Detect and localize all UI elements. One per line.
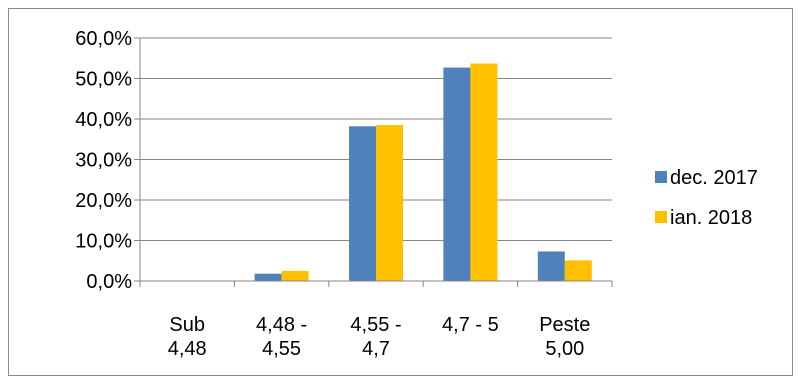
bar [537,251,565,281]
bar [376,125,403,281]
legend-swatch [655,211,667,223]
y-tick-label: 20,0% [75,190,132,212]
legend-label: ian. 2018 [670,207,752,229]
legend-label: dec. 2017 [670,167,758,189]
bar [470,63,498,281]
legend: dec. 2017 ian. 2018 [655,167,758,229]
bar [254,273,282,281]
y-tick-label: 10,0% [75,231,132,253]
y-tick-label: 50,0% [75,69,132,91]
bar [564,260,592,281]
y-tick-label: 40,0% [75,109,132,131]
bar [281,270,309,281]
x-category-label: 4,48 [168,338,207,360]
x-category-label: 4,55 [262,338,301,360]
x-category-label: 4,7 - 5 [442,314,499,336]
x-category-label: 4,55 - [350,314,401,336]
x-category-label: Sub [169,314,205,336]
x-category-label: 4,48 - [256,314,307,336]
x-category-label: 5,00 [545,338,584,360]
y-tick-label: 0,0% [86,271,132,293]
bar [349,126,376,281]
legend-swatch [655,171,667,183]
y-tick-label: 30,0% [75,150,132,172]
y-axis-ticks: 0,0% 10,0% 20,0% 30,0% 40,0% 50,0% 60,0% [75,28,140,293]
bar [443,67,471,281]
x-category-label: Peste [539,314,590,336]
bars [254,63,592,281]
x-axis [139,38,613,287]
y-tick-label: 60,0% [75,28,132,50]
gridlines [140,37,612,241]
x-category-label: 4,7 [362,338,390,360]
